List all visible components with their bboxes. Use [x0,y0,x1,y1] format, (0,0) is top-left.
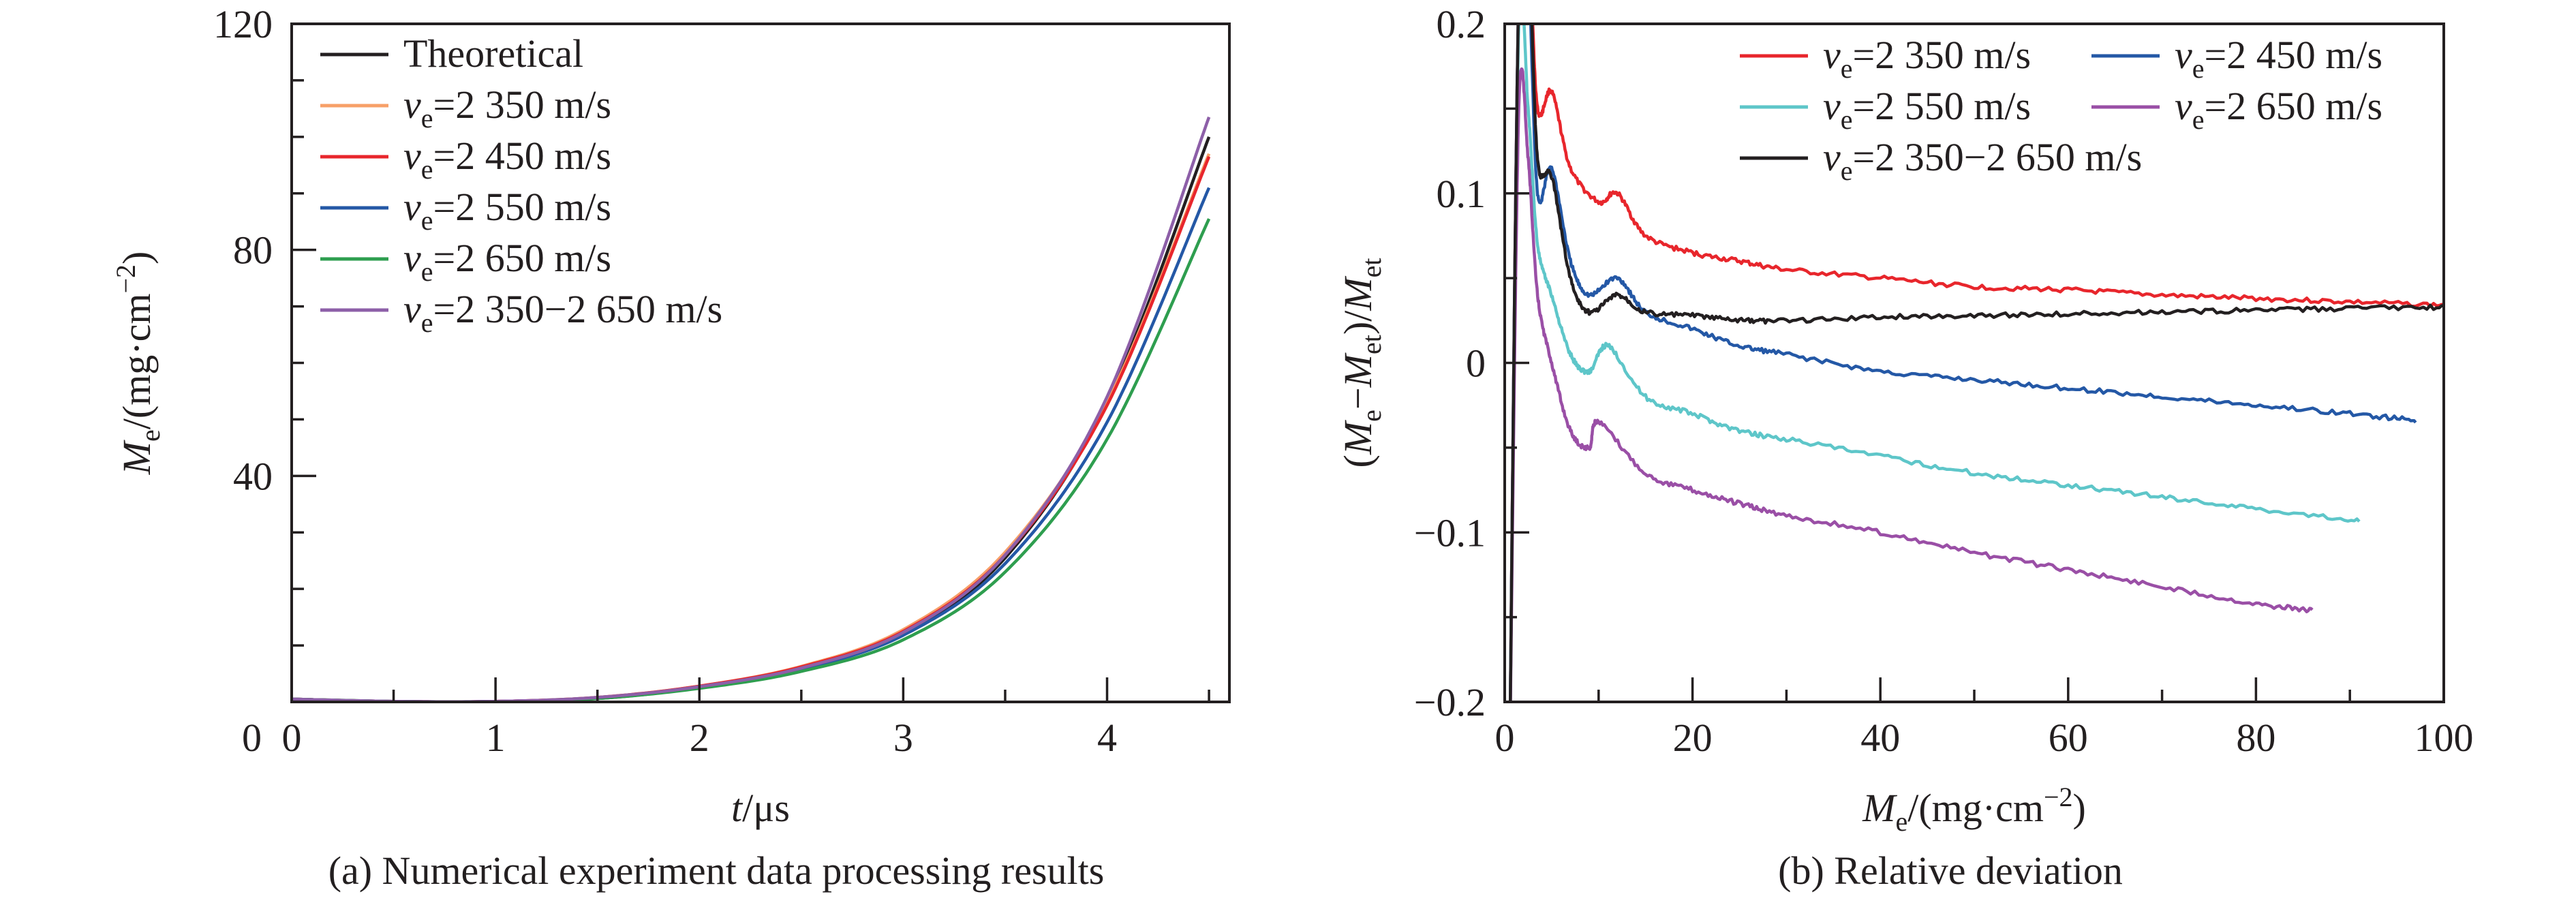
legend-label: ve=2 450 m/s [403,134,611,185]
series-line-2 [1508,24,2417,702]
y-tick-label: 80 [233,228,273,273]
series-line-5 [1508,24,2444,702]
legend: ve=2 350 m/s ve=2 450 m/sve=2 550 m/s ve=2… [1740,33,2382,186]
legend-label: ve=2 650 m/s [403,236,611,287]
y-tick-label: 120 [213,2,273,46]
panel-b: 0 20 40 60 80 100 −0.2 −0.1 0 0.1 0.2 Me/(mg·cm−2) (… [1336,2,2474,893]
legend-label: ve=2 550 m/s [403,185,611,236]
series-line-4 [1509,67,2314,702]
series-line-5 [292,218,1211,702]
y-tick-label: 0.1 [1437,172,1486,216]
x-tick-label: 40 [1860,716,1900,760]
x-tick-label: 3 [893,716,913,760]
panel-caption: (b) Relative deviation [1778,848,2123,893]
x-axis-title: Me/(mg·cm−2) [1862,782,2086,837]
x-tick-label: 80 [2236,716,2275,760]
series-line-1 [1509,24,2444,702]
y-tick-label: 0.2 [1437,2,1486,46]
legend-label: ve=2 350−2 650 m/s [403,287,722,338]
series-line-3 [1509,24,2361,702]
legend-label: ve=2 450 m/s [2175,33,2382,84]
x-tick-label: 4 [1097,716,1117,760]
x-tick-label: 1 [486,716,506,760]
legend-label: Theoretical [403,31,583,76]
legend-label: ve=2 350−2 650 m/s [1823,135,2142,186]
x-axis-title: t/μs [731,786,790,830]
x-tick-label: 60 [2049,716,2088,760]
legend-label: ve=2 550 m/s [1823,84,2031,135]
y-tick-label: −0.2 [1414,680,1486,724]
y-tick-label: 40 [233,454,273,498]
x-tick-label: 2 [690,716,709,760]
y-tick-label: −0.1 [1414,510,1486,555]
x-tick-label: 0 [1495,716,1515,760]
panel-caption: (a) Numerical experiment data processing… [328,848,1105,893]
y-axis-title: (Me−Met)/Met [1336,258,1387,468]
x-tick-label: 20 [1673,716,1713,760]
legend-label: ve=2 350 m/s [1823,33,2031,84]
x-tick-label: 0 [282,716,302,760]
y-tick-label: 0 [1466,341,1486,386]
origin-label: 0 [242,716,262,760]
panel-a: 0 1 2 3 4 40 80 120 0 t/μs Me/(mg·cm−2) (a) Numeric… [110,2,1231,893]
x-tick-label: 100 [2414,716,2474,760]
legend-label: ve=2 350 m/s [403,82,611,134]
legend-label: ve=2 650 m/s [2175,84,2382,135]
y-axis-title: Me/(mg·cm−2) [110,251,166,476]
series-group [1508,24,2444,702]
